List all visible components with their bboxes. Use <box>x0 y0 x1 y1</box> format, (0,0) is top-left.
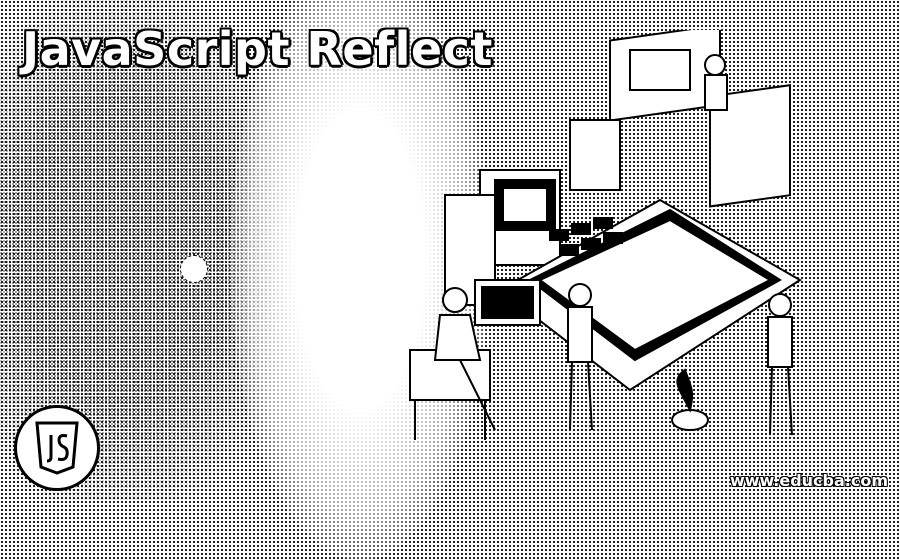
website-url: www.educba.com <box>729 471 888 490</box>
js-shield-glyph <box>35 421 79 475</box>
js-shield-icon <box>14 405 100 491</box>
page-title: JavaScript Reflect <box>22 22 493 76</box>
developers-workstation-illustration <box>409 30 802 440</box>
decorative-circle <box>180 255 208 283</box>
